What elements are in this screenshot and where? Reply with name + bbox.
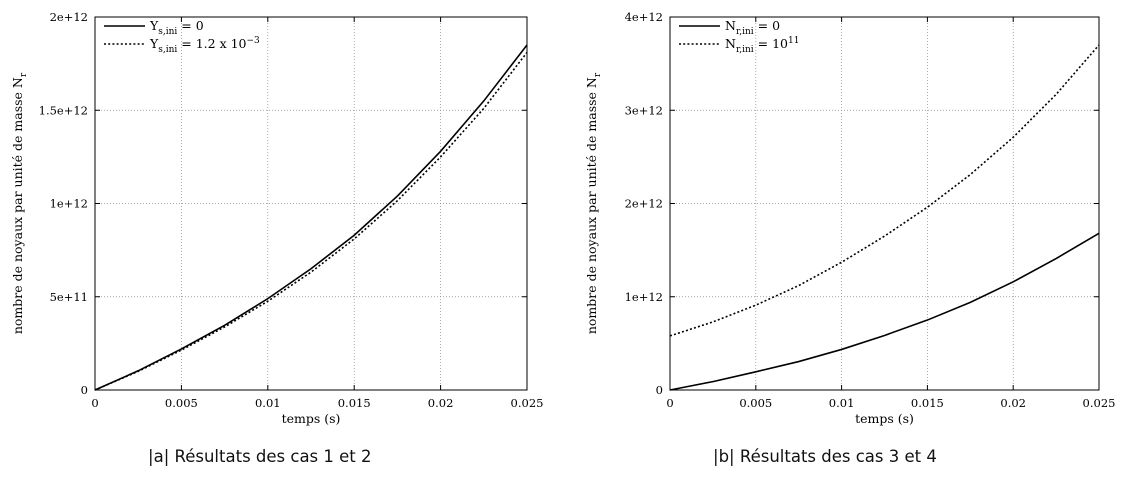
legend-sub: r,ini <box>736 27 754 37</box>
y-axis-label-main: nombre de noyaux par unité de masse N <box>584 77 599 334</box>
legend-main: N <box>725 18 736 33</box>
x-tick-label: 0.01 <box>255 396 281 410</box>
y-tick-label: 4e+12 <box>625 10 663 24</box>
legend-main: N <box>725 36 736 51</box>
legend-rest: = 1.2 x 10 <box>177 36 246 51</box>
x-tick-label: 0.015 <box>911 396 944 410</box>
legend-label-a-2: Ys,ini = 1.2 x 10−3 <box>149 36 260 55</box>
caption-b-letter: b <box>718 447 730 466</box>
legend-sub: s,ini <box>158 27 177 37</box>
y-tick-label: 5e+11 <box>50 290 88 304</box>
y-tick-label: 3e+12 <box>625 103 663 117</box>
series-line-a-2 <box>94 51 528 391</box>
y-axis-label: nombre de noyaux par unité de masse Nr <box>584 72 603 334</box>
x-tick-label: 0.015 <box>338 396 371 410</box>
caption-a: |a| Résultats des cas 1 et 2 <box>148 447 372 466</box>
y-tick-label: 2e+12 <box>625 197 663 211</box>
x-tick-label: 0.025 <box>511 396 544 410</box>
caption-b-text: Résultats des cas 3 et 4 <box>739 447 937 466</box>
legend-main: Y <box>149 18 159 33</box>
y-tick-label: 1e+12 <box>625 290 663 304</box>
legend-label-b-1: Nr,ini = 0 <box>725 18 780 37</box>
y-axis-label: nombre de noyaux par unité de masse Nr <box>10 72 29 334</box>
legend-sup: 11 <box>788 36 799 46</box>
series-line-b-2 <box>669 44 1100 337</box>
y-tick-label: 2e+12 <box>50 10 88 24</box>
x-axis-label: temps (s) <box>855 411 914 426</box>
x-tick-label: 0 <box>91 396 98 410</box>
panel-a: 0 0.005 0.01 0.015 0.02 0.025 0 5e+11 1e+12 1.5e+… <box>10 10 543 426</box>
x-tick-label: 0.025 <box>1083 396 1116 410</box>
plot-frame <box>669 16 1100 391</box>
x-tick-label: 0.02 <box>1000 396 1026 410</box>
x-tick-label: 0.02 <box>428 396 454 410</box>
y-tick-label: 0 <box>81 383 88 397</box>
x-tick-label: 0.005 <box>165 396 198 410</box>
y-axis-label-sub: r <box>19 72 29 77</box>
x-tick-label: 0.01 <box>829 396 855 410</box>
caption-a-letter: a <box>153 447 164 466</box>
panel-b: 0 0.005 0.01 0.015 0.02 0.025 0 1e+12 2e+12 3e+12… <box>584 10 1115 426</box>
y-tick-label: 1.5e+12 <box>39 103 88 117</box>
y-axis-label-sub: r <box>593 72 603 77</box>
legend-rest: = 0 <box>754 18 780 33</box>
y-tick-label: 1e+12 <box>50 197 88 211</box>
legend-sup: −3 <box>247 36 261 46</box>
x-tick-label: 0.005 <box>739 396 772 410</box>
legend-sub: s,ini <box>158 45 177 55</box>
x-tick-label: 0 <box>666 396 673 410</box>
legend-rest: = 0 <box>177 18 203 33</box>
legend-label-b-2: Nr,ini = 1011 <box>725 36 799 55</box>
legend-label-a-1: Ys,ini = 0 <box>149 18 204 37</box>
caption-b: |b| Résultats des cas 3 et 4 <box>713 447 937 466</box>
y-tick-label: 0 <box>656 383 663 397</box>
series-line-a-1 <box>94 44 528 391</box>
legend-rest: = 10 <box>754 36 788 51</box>
caption-a-text: Résultats des cas 1 et 2 <box>174 447 372 466</box>
legend-main: Y <box>149 36 159 51</box>
series-line-b-1 <box>669 232 1100 391</box>
legend-sub: r,ini <box>736 45 754 55</box>
x-axis-label: temps (s) <box>282 411 341 426</box>
y-axis-label-main: nombre de noyaux par unité de masse N <box>10 77 25 334</box>
